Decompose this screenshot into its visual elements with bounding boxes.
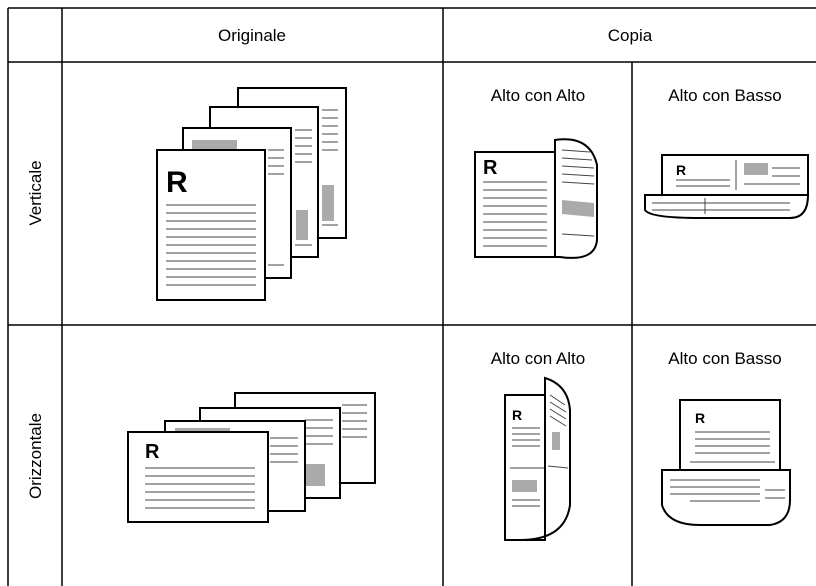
illustration-shape	[305, 464, 325, 486]
line-group	[561, 149, 595, 237]
illustration-shape	[679, 399, 781, 471]
illustration-shape	[322, 185, 334, 221]
page-letter: R	[145, 441, 160, 463]
illustration-shape	[519, 376, 571, 541]
booklet-portrait-flip: R	[644, 154, 810, 219]
header-original: Originale	[218, 26, 286, 45]
line-group	[322, 109, 338, 226]
landscape-stack: R	[127, 392, 376, 523]
page-letter: R	[166, 166, 188, 199]
line-group	[547, 394, 569, 469]
caption: Alto con Basso	[668, 349, 781, 368]
line-group	[483, 181, 547, 247]
caption: Alto con Alto	[491, 86, 586, 105]
page-letter: R	[483, 157, 498, 179]
line-group	[510, 427, 545, 507]
illustration-shape	[512, 480, 537, 492]
page-letter: R	[695, 410, 705, 426]
illustration-shape	[549, 415, 567, 427]
illustration-shape	[744, 163, 768, 175]
illustration-shape	[644, 194, 810, 219]
line-group	[342, 404, 367, 438]
illustration-shape	[554, 138, 598, 259]
line-group	[676, 160, 800, 190]
portrait-stack: R	[156, 87, 347, 301]
illustration-shape	[156, 149, 266, 301]
line-group	[145, 467, 255, 509]
booklet-landscape: R	[504, 376, 571, 541]
illustration-shape	[127, 431, 269, 523]
illustration-shape	[549, 401, 567, 413]
illustration-shape	[661, 469, 791, 526]
row-label: Orizzontale	[26, 413, 45, 499]
line-group	[690, 431, 775, 463]
illustration-shape	[552, 432, 560, 450]
page-letter: R	[512, 407, 522, 423]
illustration-shape	[474, 151, 556, 258]
booklet-portrait: R	[474, 138, 598, 259]
illustration-shape	[561, 181, 595, 185]
illustration-shape	[661, 154, 809, 196]
line-group	[268, 149, 284, 266]
illustration-shape	[296, 210, 308, 240]
line-group	[305, 419, 333, 445]
line-group	[652, 198, 790, 214]
line-group	[295, 129, 312, 246]
row-label: Verticale	[26, 160, 45, 225]
illustration-shape	[561, 165, 595, 169]
line-group	[670, 479, 785, 502]
illustration-shape	[549, 394, 566, 406]
booklet-landscape-flip: R	[661, 399, 791, 526]
header-copy: Copia	[608, 26, 653, 45]
illustration-shape	[547, 465, 569, 469]
illustration-shape	[549, 408, 567, 420]
illustration-shape	[561, 157, 593, 161]
line-group	[166, 204, 256, 286]
page-letter: R	[676, 162, 686, 178]
caption: Alto con Alto	[491, 349, 586, 368]
illustration-shape	[561, 173, 595, 177]
line-group	[270, 437, 298, 463]
illustration-shape	[561, 149, 591, 153]
caption: Alto con Basso	[668, 86, 781, 105]
illustration-shape	[192, 140, 237, 150]
illustration-shape	[562, 200, 594, 217]
illustration-shape	[561, 233, 595, 237]
table-grid	[7, 7, 816, 586]
